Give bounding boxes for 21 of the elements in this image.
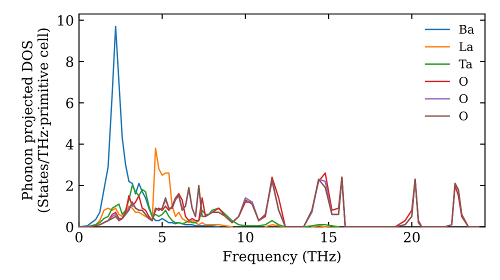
y-tick-label: 8 xyxy=(66,56,74,67)
x-tick-label: 5 xyxy=(158,232,166,242)
legend-label: O xyxy=(459,76,468,86)
y-tick-label: 10 xyxy=(58,15,74,26)
x-axis-title: Frequency (THz) xyxy=(223,250,340,264)
y-tick-label: 4 xyxy=(66,139,74,150)
line-series xyxy=(78,26,220,228)
legend-label: Ba xyxy=(459,24,474,34)
legend-label: Ta xyxy=(458,60,472,68)
y-tick-label: 6 xyxy=(66,98,74,108)
legend-label: O xyxy=(459,111,468,120)
x-tick-label: 10 xyxy=(238,232,254,242)
y-axis-title: Phonon projected DOS (States/THz·primitive cell) xyxy=(22,28,51,212)
y-tick-label: 2 xyxy=(66,180,73,191)
legend-label: O xyxy=(459,94,468,104)
x-tick-label: 15 xyxy=(321,232,336,242)
x-tick-label: 20 xyxy=(404,232,420,242)
x-tick-label: 0 xyxy=(75,232,82,242)
y-tick-label: 0 xyxy=(66,222,74,232)
legend-label: La xyxy=(459,42,474,52)
line-series xyxy=(86,184,340,228)
